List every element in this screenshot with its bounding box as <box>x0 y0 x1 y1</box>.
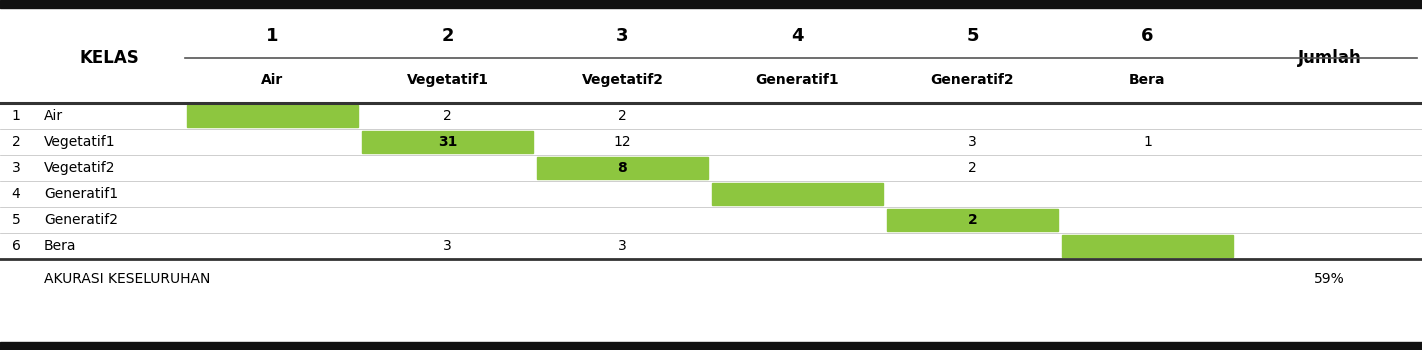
Text: 5: 5 <box>967 27 978 45</box>
Text: 2: 2 <box>11 135 20 149</box>
Text: 5: 5 <box>11 213 20 227</box>
Text: 1: 1 <box>266 27 279 45</box>
Text: 31: 31 <box>438 135 458 149</box>
Text: 8: 8 <box>617 161 627 175</box>
Text: 3: 3 <box>11 161 20 175</box>
Text: 1: 1 <box>11 109 20 123</box>
Bar <box>0 342 1422 350</box>
Text: Vegetatif2: Vegetatif2 <box>44 161 115 175</box>
Text: Air: Air <box>44 109 63 123</box>
Text: 1: 1 <box>1143 135 1152 149</box>
Text: 6: 6 <box>1142 27 1153 45</box>
Bar <box>0 0 1422 8</box>
Text: Generatif1: Generatif1 <box>44 187 118 201</box>
Text: 2: 2 <box>441 27 454 45</box>
Bar <box>188 105 358 127</box>
Text: 4: 4 <box>11 187 20 201</box>
Text: 4: 4 <box>791 27 803 45</box>
Text: 6: 6 <box>11 239 20 253</box>
Bar <box>712 183 883 205</box>
Text: Generatif2: Generatif2 <box>44 213 118 227</box>
Text: 2: 2 <box>967 213 977 227</box>
Bar <box>887 209 1058 231</box>
Text: Vegetatif1: Vegetatif1 <box>407 73 489 87</box>
Text: 2: 2 <box>444 109 452 123</box>
Text: AKURASI KESELURUHAN: AKURASI KESELURUHAN <box>44 272 210 286</box>
Text: KELAS: KELAS <box>80 49 139 67</box>
Text: Generatif1: Generatif1 <box>755 73 839 87</box>
Text: Jumlah: Jumlah <box>1298 49 1361 67</box>
Text: 2: 2 <box>968 161 977 175</box>
Text: 12: 12 <box>614 135 631 149</box>
Text: Generatif2: Generatif2 <box>930 73 1014 87</box>
Text: 3: 3 <box>616 27 629 45</box>
Text: Air: Air <box>262 73 283 87</box>
Text: 59%: 59% <box>1314 272 1345 286</box>
Text: Bera: Bera <box>44 239 77 253</box>
Bar <box>1062 235 1233 257</box>
Text: Vegetatif1: Vegetatif1 <box>44 135 115 149</box>
Text: Bera: Bera <box>1129 73 1166 87</box>
Text: 2: 2 <box>619 109 627 123</box>
Text: 3: 3 <box>444 239 452 253</box>
Text: 3: 3 <box>968 135 977 149</box>
Bar <box>363 131 533 153</box>
Text: 3: 3 <box>619 239 627 253</box>
Text: Vegetatif2: Vegetatif2 <box>582 73 664 87</box>
Bar <box>538 157 708 179</box>
